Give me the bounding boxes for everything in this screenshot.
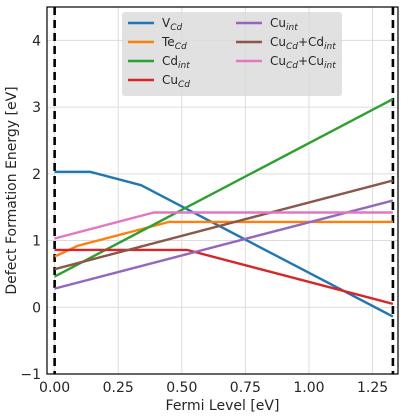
x-tick-label: 1.00 [293, 380, 324, 396]
plot-frame [46, 6, 399, 375]
legend-label: VCd [162, 16, 183, 33]
legend: VCd TeCd Cdint CuCd Cuint CuCd+Cdint CuCd+Cuin… [122, 12, 342, 96]
series-line [54, 199, 394, 290]
x-tick-label: 0.00 [39, 380, 70, 396]
x-tick-label: 0.25 [103, 380, 134, 396]
x-tick-label: 1.25 [357, 380, 388, 396]
series-line [54, 170, 394, 318]
y-tick-labels: −1 0 1 2 3 4 [20, 33, 41, 383]
series-line [54, 248, 394, 306]
legend-label: Cuint [270, 16, 298, 33]
legend-label: Cdint [162, 54, 190, 71]
x-tick-label: 0.50 [166, 380, 197, 396]
legend-label: CuCd+Cuint [270, 54, 336, 71]
legend-label: CuCd+Cdint [270, 35, 336, 52]
x-tick-label: 0.75 [230, 380, 261, 396]
series-line [54, 179, 394, 271]
band-edge-lines [53, 7, 395, 374]
series-lines [54, 98, 394, 318]
y-tick-label: −1 [20, 367, 41, 383]
legend-label: CuCd [162, 73, 190, 90]
legend-box [122, 12, 342, 96]
x-axis-title: Fermi Level [eV] [166, 398, 280, 414]
legend-label: TeCd [161, 35, 187, 52]
series-line [54, 220, 393, 258]
y-tick-label: 3 [32, 100, 41, 116]
y-tick-label: 4 [32, 33, 41, 49]
y-tick-label: 1 [32, 234, 41, 250]
y-tick-label: 0 [32, 300, 41, 316]
series-line [54, 211, 393, 240]
y-axis-title: Defect Formation Energy [eV] [4, 86, 20, 294]
x-tick-labels: 0.00 0.25 0.50 0.75 1.00 1.25 [39, 380, 388, 396]
y-tick-label: 2 [32, 167, 41, 183]
series-line [54, 98, 394, 278]
